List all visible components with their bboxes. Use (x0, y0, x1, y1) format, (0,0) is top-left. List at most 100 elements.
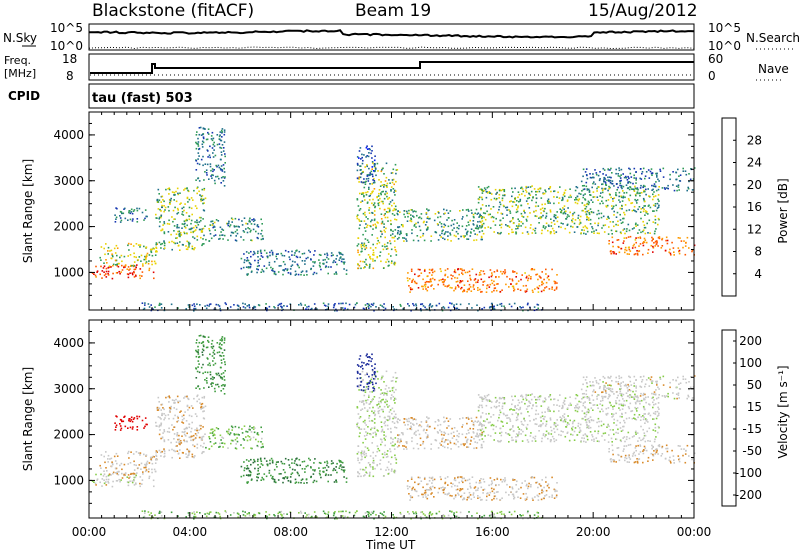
power-cell (364, 248, 366, 251)
power-cell (616, 211, 619, 214)
power-cell (392, 306, 394, 308)
power-cell (248, 304, 250, 306)
power-cell (371, 211, 373, 214)
power-cell (477, 186, 480, 188)
power-cell (548, 288, 551, 290)
power-cell (669, 178, 671, 181)
power-cell (652, 204, 655, 207)
velocity-cell (158, 449, 161, 452)
power-cell (277, 271, 280, 273)
power-cell (412, 210, 414, 213)
power-cell (324, 266, 327, 269)
power-cell (541, 280, 543, 283)
power-cell (573, 211, 576, 214)
velocity-cell (413, 418, 416, 420)
velocity-cell (373, 418, 376, 420)
power-cell (516, 210, 519, 213)
power-cell (393, 202, 395, 205)
velocity-cell (394, 454, 396, 457)
velocity-cell (373, 462, 375, 464)
velocity-cell (431, 477, 433, 479)
power-cell (479, 213, 481, 216)
velocity-cell (364, 422, 366, 424)
power-cell (396, 169, 399, 171)
velocity-cell (538, 483, 541, 485)
power-cell (475, 227, 478, 230)
power-cell (460, 287, 462, 290)
power-cell (301, 253, 304, 255)
power-cell (576, 226, 578, 228)
power-cell (201, 244, 203, 247)
power-cell (148, 260, 150, 262)
velocity-cell (265, 475, 268, 478)
velocity-cell (366, 363, 368, 365)
velocity-cell (372, 398, 374, 400)
power-cell (478, 198, 480, 201)
power-cell (386, 242, 389, 244)
power-cell (533, 188, 536, 190)
power-cell (286, 305, 288, 307)
velocity-cell (176, 420, 178, 423)
power-cell (622, 196, 624, 199)
power-cell (607, 168, 609, 170)
velocity-cell (413, 431, 416, 434)
velocity-cell (220, 377, 222, 379)
power-cell (179, 234, 181, 236)
power-cell (535, 201, 537, 204)
power-cell (531, 199, 533, 202)
velocity-cell (393, 422, 396, 424)
velocity-cell (432, 479, 434, 482)
power-cell (197, 158, 199, 160)
power-cell (491, 215, 494, 218)
velocity-cell (471, 476, 474, 478)
velocity-cell (371, 427, 373, 429)
power-cell (380, 192, 382, 195)
velocity-cell (545, 476, 547, 479)
velocity-cell (195, 355, 198, 358)
velocity-cell (544, 415, 546, 418)
power-cell (547, 200, 549, 203)
power-cell (672, 247, 675, 249)
power-cell (510, 220, 513, 222)
velocity-cell (120, 427, 123, 430)
velocity-cell (373, 389, 376, 392)
velocity-cell (313, 462, 315, 464)
power-cell (163, 232, 166, 235)
velocity-cell (201, 438, 204, 441)
power-cell (545, 268, 547, 271)
power-cell (500, 270, 502, 273)
power-cell (494, 188, 497, 191)
velocity-cell (531, 476, 533, 478)
power-cell (578, 223, 581, 226)
power-cell (583, 229, 585, 232)
power-cell (459, 303, 462, 306)
velocity-cell (526, 496, 529, 499)
power-cell (679, 237, 681, 239)
velocity-cell (146, 460, 149, 463)
power-cell (606, 204, 609, 207)
velocity-cell (433, 478, 436, 481)
velocity-cell (383, 392, 385, 394)
velocity-cell (513, 496, 516, 499)
velocity-cell (463, 498, 466, 500)
power-cell (187, 246, 189, 249)
power-cell (643, 224, 646, 226)
power-cell (124, 264, 127, 267)
velocity-cell (174, 414, 176, 417)
power-cell (492, 206, 495, 208)
power-cell (443, 307, 446, 309)
power-cell (417, 287, 420, 289)
velocity-cell (196, 339, 198, 341)
velocity-cell (383, 381, 385, 383)
velocity-cell (105, 467, 107, 469)
power-cell (542, 225, 545, 227)
velocity-cell (254, 427, 256, 429)
velocity-cell (335, 481, 338, 483)
velocity-cell (473, 447, 475, 450)
power-cell (137, 259, 139, 261)
power-cell (219, 134, 221, 136)
noise-sky-line (88, 29, 695, 39)
power-cell (437, 224, 439, 226)
power-cell (399, 230, 402, 233)
power-cell (611, 172, 613, 174)
